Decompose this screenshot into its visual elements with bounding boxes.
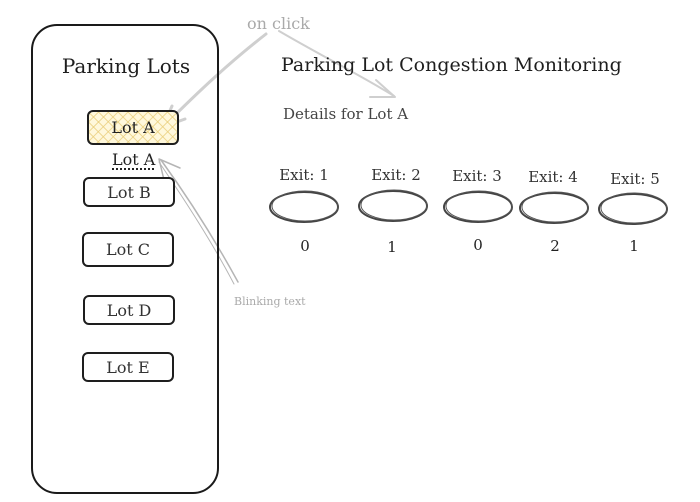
exit-indicator-1-overstroke [271, 190, 339, 222]
sidebar-title: Parking Lots [61, 54, 191, 78]
blinking-text-arrow [160, 159, 239, 283]
exit-indicator-4-overstroke [521, 191, 589, 223]
details-heading: Details for Lot A [283, 105, 409, 123]
exit-value-1: 0 [300, 237, 310, 255]
exit-label-4: Exit: 4 [528, 168, 578, 186]
exit-value-2: 1 [387, 238, 397, 256]
lot-e-button[interactable]: Lot E [82, 352, 174, 382]
blinking-text-arrow-double [158, 161, 235, 285]
blinking-lot-label: Lot A [112, 150, 156, 169]
page-title: Parking Lot Congestion Monitoring [281, 54, 622, 76]
blinking-text-arrowhead [158, 158, 181, 181]
exit-label-2: Exit: 2 [371, 166, 421, 184]
exit-value-3: 0 [473, 236, 483, 254]
exit-indicator-5-overstroke [600, 192, 668, 224]
exit-indicators [269, 189, 668, 225]
exit-label-3: Exit: 3 [452, 167, 502, 185]
on-click-arrow-to-details [278, 30, 395, 97]
exit-value-5: 1 [629, 237, 639, 255]
exit-value-4: 2 [550, 237, 560, 255]
on-click-arrowhead-details [369, 79, 396, 98]
blinking-underline [112, 168, 154, 170]
lot-c-button[interactable]: Lot C [82, 232, 174, 267]
sidebar [31, 24, 219, 494]
on-click-annotation: on click [247, 14, 310, 33]
exit-indicator-2-overstroke [360, 189, 428, 221]
lot-b-button[interactable]: Lot B [83, 177, 175, 207]
exit-indicator-3-overstroke [445, 190, 513, 222]
exit-label-5: Exit: 5 [610, 170, 660, 188]
blinking-text-annotation: Blinking text [234, 295, 306, 308]
exit-label-1: Exit: 1 [279, 166, 329, 184]
lot-d-button[interactable]: Lot D [83, 295, 175, 325]
lot-a-button[interactable]: Lot A [87, 110, 179, 145]
